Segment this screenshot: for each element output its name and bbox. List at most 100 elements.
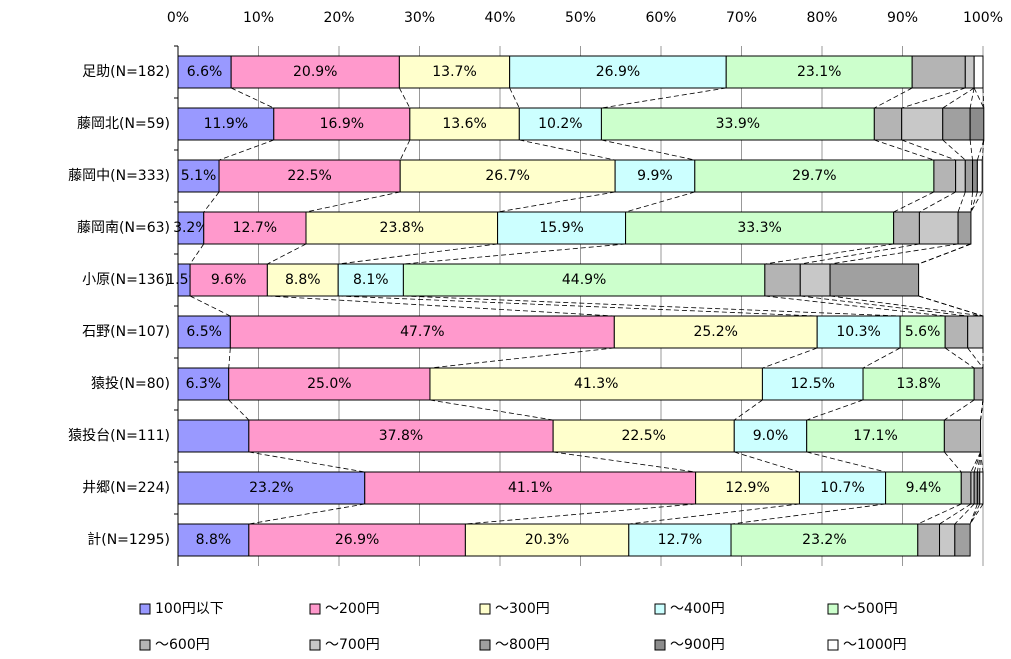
bar-segment xyxy=(943,419,982,453)
data-label: 20.9% xyxy=(293,64,337,80)
bar-segment xyxy=(177,523,250,557)
series-line xyxy=(601,87,727,109)
bar-segment xyxy=(730,523,919,557)
series-line xyxy=(399,139,411,161)
bar-segment xyxy=(798,471,887,505)
bar-segment xyxy=(248,523,466,557)
data-label: 6.5% xyxy=(186,324,222,340)
data-label: 26.7% xyxy=(485,168,529,184)
series-line xyxy=(228,347,231,369)
series-line xyxy=(874,87,913,109)
data-label: 5.1% xyxy=(181,168,217,184)
legend-swatch xyxy=(827,603,839,615)
data-label: 23.8% xyxy=(380,220,424,236)
series-line xyxy=(919,191,956,213)
data-label: 33.9% xyxy=(716,116,760,132)
data-label: 8.8% xyxy=(285,272,321,288)
bar-segment xyxy=(248,419,554,453)
series-line xyxy=(403,243,626,265)
bar-segment xyxy=(600,107,875,141)
series-line xyxy=(601,139,695,161)
bar-segment xyxy=(402,263,766,297)
bar-segment xyxy=(933,159,957,193)
series-line xyxy=(465,503,696,525)
series-line xyxy=(982,87,985,109)
bar-segment xyxy=(973,55,984,89)
bar-segment xyxy=(917,523,941,557)
series-line xyxy=(806,451,886,473)
x-tick-label: 10% xyxy=(243,10,274,26)
data-label: 9.0% xyxy=(753,428,789,444)
data-label: 29.7% xyxy=(792,168,836,184)
series-line xyxy=(267,295,615,317)
data-label: 26.9% xyxy=(596,64,640,80)
series-line xyxy=(874,139,935,161)
bar-segment xyxy=(957,211,972,245)
data-label: 8.1% xyxy=(353,272,389,288)
series-line xyxy=(939,503,972,525)
series-line xyxy=(942,87,975,109)
bar-segment xyxy=(954,523,971,557)
series-line xyxy=(519,139,616,161)
data-label: 22.5% xyxy=(287,168,331,184)
legend-swatch xyxy=(827,639,839,651)
series-line xyxy=(734,451,800,473)
bar-segment xyxy=(964,159,974,193)
series-line xyxy=(305,191,401,213)
bar-segment xyxy=(694,159,935,193)
bar-segment xyxy=(409,107,520,141)
bar-segment xyxy=(228,367,431,401)
data-label: 10.3% xyxy=(836,324,880,340)
y-tick-label: 藤岡南(N=63) xyxy=(77,220,170,236)
data-label: 12.9% xyxy=(725,480,769,496)
bar-segment xyxy=(203,211,307,245)
bar-segment xyxy=(976,159,983,193)
legend-swatch xyxy=(139,603,151,615)
series-line xyxy=(976,139,985,161)
bar-segment xyxy=(942,107,971,141)
bar-segment xyxy=(973,367,984,401)
legend-swatch xyxy=(654,639,666,651)
bar-segment xyxy=(939,523,956,557)
data-label: 17.1% xyxy=(853,428,897,444)
data-label: 11.9% xyxy=(204,116,248,132)
y-tick-label: 石野(N=107) xyxy=(82,324,170,340)
data-label: 8.8% xyxy=(196,532,232,548)
series-line xyxy=(980,399,984,421)
legend-label: ～800円 xyxy=(495,637,550,653)
series-line xyxy=(980,451,984,473)
series-line xyxy=(248,451,365,473)
series-line xyxy=(973,87,985,109)
bar-segment xyxy=(497,211,627,245)
legend-label: ～1000円 xyxy=(843,637,907,653)
series-line xyxy=(829,295,984,317)
data-label: 3.2% xyxy=(173,220,209,236)
x-tick-label: 80% xyxy=(806,10,837,26)
series-line xyxy=(730,503,886,525)
series-line xyxy=(429,399,554,421)
y-tick-label: 井郷(N=224) xyxy=(82,480,170,496)
bar-segment xyxy=(177,315,231,349)
x-tick-label: 70% xyxy=(726,10,757,26)
y-tick-label: 小原(N=136) xyxy=(82,272,170,288)
series-line xyxy=(628,503,800,525)
series-line xyxy=(970,451,981,473)
series-line xyxy=(970,191,973,213)
x-tick-label: 40% xyxy=(484,10,515,26)
bar-segment xyxy=(972,159,978,193)
data-label: 12.7% xyxy=(233,220,277,236)
series-line xyxy=(230,87,274,109)
series-line xyxy=(403,295,901,317)
data-label: 9.6% xyxy=(211,272,247,288)
series-line xyxy=(918,243,972,265)
legend-swatch xyxy=(479,603,491,615)
series-line xyxy=(969,503,984,525)
bar-segment xyxy=(273,107,411,141)
legend-swatch xyxy=(654,603,666,615)
bar-segment xyxy=(230,55,400,89)
legend-label: ～300円 xyxy=(495,601,550,617)
series-line xyxy=(762,347,818,369)
bar-segment xyxy=(955,159,966,193)
series-line xyxy=(944,399,975,421)
bar-segment xyxy=(967,315,984,349)
